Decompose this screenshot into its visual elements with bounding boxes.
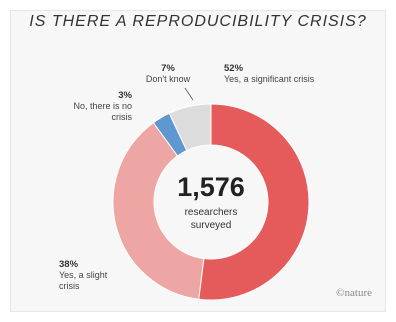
donut-slice-slight [112, 122, 205, 300]
center-caption-line1: researchers [185, 207, 238, 218]
center-value: 1,576 [177, 172, 245, 202]
donut-slice-significant [198, 103, 310, 301]
slice-label-percent-significant: 52% [224, 63, 244, 74]
nature-logo: ©nature [336, 287, 372, 299]
slice-label-percent-slight: 38% [59, 259, 79, 270]
donut-slice-dontknow [168, 103, 212, 152]
slice-label-percent-no: 3% [118, 90, 132, 101]
slice-label-text-no-line2: crisis [112, 112, 133, 122]
leader-line-dontknow [184, 87, 194, 101]
donut-slices [112, 103, 310, 301]
chart-title: IS THERE A REPRODUCIBILITY CRISIS? [29, 13, 367, 30]
slice-label-text-slight-line2: crisis [59, 281, 80, 291]
center-caption-line2: surveyed [191, 220, 232, 231]
slice-label-text-significant: Yes, a significant crisis [224, 74, 315, 84]
slice-label-text-no-line1: No, there is no [73, 101, 132, 111]
slice-label-percent-dontknow: 7% [161, 63, 175, 74]
slice-label-text-slight-line1: Yes, a slight [59, 270, 108, 280]
slice-label-text-dontknow: Don't know [146, 74, 191, 84]
